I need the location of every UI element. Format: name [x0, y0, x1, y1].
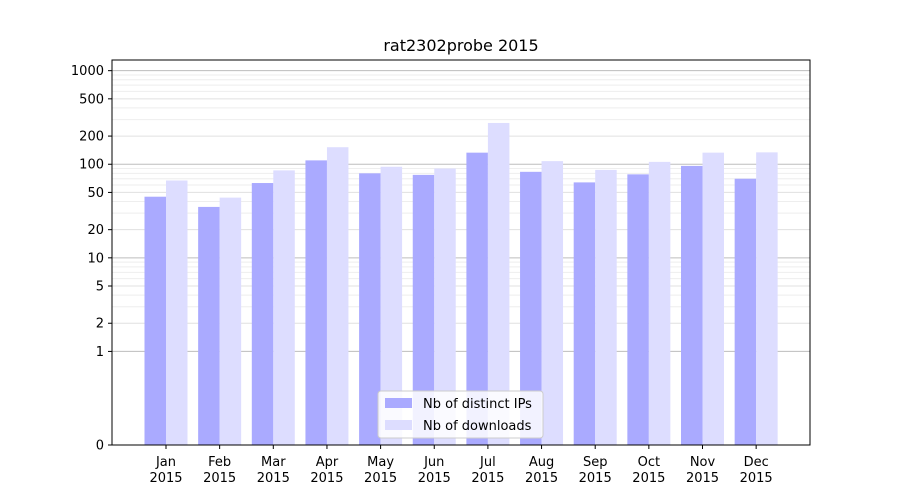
x-tick-label-year: 2015	[632, 471, 665, 486]
y-tick-label: 1000	[71, 64, 104, 79]
x-tick-label-month: Jan	[155, 455, 176, 470]
x-tick-label-month: Feb	[208, 455, 231, 470]
x-tick-label-year: 2015	[525, 471, 558, 486]
bar-distinct-ips	[412, 174, 435, 445]
x-tick-label-year: 2015	[418, 471, 451, 486]
x-tick-label-year: 2015	[203, 471, 236, 486]
x-tick-label-year: 2015	[364, 471, 397, 486]
bar-distinct-ips	[144, 196, 166, 445]
x-tick-label-month: Jul	[479, 455, 496, 470]
x-tick-label-month: Aug	[529, 455, 554, 470]
bar-downloads	[756, 152, 778, 445]
bar-distinct-ips	[198, 206, 220, 445]
x-tick-label-year: 2015	[579, 471, 612, 486]
bar-downloads	[219, 197, 242, 445]
bar-downloads	[380, 166, 403, 446]
y-tick-label: 0	[96, 439, 104, 454]
x-tick-label-year: 2015	[257, 471, 290, 486]
y-tick-label: 200	[79, 130, 104, 145]
y-tick-label: 50	[87, 186, 104, 201]
y-tick-label: 500	[79, 92, 104, 107]
bar-distinct-ips	[251, 183, 274, 446]
bar-downloads	[648, 161, 671, 445]
bar-distinct-ips	[681, 165, 703, 445]
bar-distinct-ips	[305, 160, 327, 445]
y-tick-label: 100	[79, 158, 104, 173]
chart-title: rat2302probe 2015	[383, 36, 538, 55]
legend: Nb of distinct IPs Nb of downloads	[377, 390, 544, 439]
bar-distinct-ips	[520, 171, 542, 445]
y-tick-label: 10	[87, 251, 104, 266]
x-tick-label-month: May	[367, 455, 394, 470]
x-tick-label-year: 2015	[686, 471, 719, 486]
y-tick-label: 20	[87, 223, 104, 238]
x-tick-label-month: Sep	[583, 455, 608, 470]
bar-downloads	[702, 152, 724, 445]
bar-distinct-ips	[734, 178, 757, 446]
x-tick-label-month: Apr	[316, 455, 339, 470]
x-tick-label-month: Dec	[744, 455, 769, 470]
bar-downloads	[326, 147, 349, 445]
x-tick-label-year: 2015	[740, 471, 773, 486]
y-tick-label: 2	[96, 317, 104, 332]
bar-distinct-ips	[573, 182, 596, 445]
x-tick-label-month: Oct	[638, 455, 660, 470]
x-tick-label-year: 2015	[471, 471, 504, 486]
bar-downloads	[273, 170, 295, 445]
bar-downloads	[541, 161, 564, 445]
bar-downloads	[595, 169, 617, 445]
bars	[144, 122, 778, 446]
legend-label-distinct-ips: Nb of distinct IPs	[423, 397, 532, 412]
x-tick-label-year: 2015	[310, 471, 343, 486]
plot-area-frame	[111, 59, 811, 446]
legend-swatch-downloads	[385, 420, 412, 430]
y-tick-label: 5	[96, 280, 104, 295]
x-axis-ticks: Jan2015Feb2015Mar2015Apr2015May2015Jun20…	[149, 445, 773, 486]
y-tick-label: 1	[96, 345, 104, 360]
bar-distinct-ips	[359, 173, 381, 445]
x-tick-label-month: Jun	[423, 455, 444, 470]
bar-downloads	[434, 168, 456, 445]
bar-downloads	[166, 180, 188, 446]
legend-label-downloads: Nb of downloads	[423, 419, 532, 434]
bar-distinct-ips	[466, 152, 488, 445]
bar-distinct-ips	[627, 174, 649, 445]
x-tick-label-month: Nov	[690, 455, 716, 470]
legend-box	[377, 390, 544, 439]
x-tick-label-month: Mar	[261, 455, 286, 470]
x-tick-label-year: 2015	[149, 471, 182, 486]
y-axis-ticks: 0 1 2 5 10 20 50 100 200 500 1000	[71, 64, 112, 454]
bar-downloads	[487, 122, 510, 446]
legend-swatch-distinct-ips	[385, 398, 412, 408]
